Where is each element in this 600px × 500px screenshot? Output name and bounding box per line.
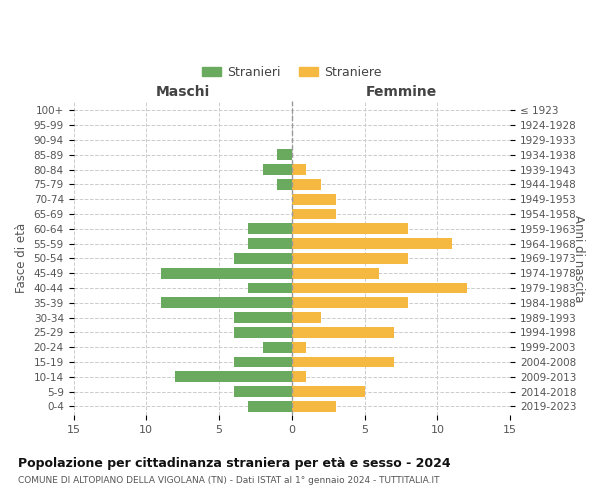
Bar	[248, 224, 292, 234]
Bar	[292, 268, 379, 278]
Bar	[263, 164, 292, 175]
Bar	[292, 194, 335, 204]
Bar	[292, 312, 321, 323]
Text: Femmine: Femmine	[365, 86, 437, 100]
Bar	[233, 312, 292, 323]
Bar	[277, 179, 292, 190]
Bar	[277, 150, 292, 160]
Legend: Stranieri, Straniere: Stranieri, Straniere	[197, 60, 387, 84]
Bar	[292, 356, 394, 368]
Bar	[292, 342, 307, 352]
Bar	[175, 372, 292, 382]
Bar	[292, 372, 307, 382]
Bar	[263, 342, 292, 352]
Bar	[233, 327, 292, 338]
Bar	[248, 238, 292, 249]
Bar	[292, 386, 365, 397]
Bar	[292, 282, 467, 294]
Bar	[161, 298, 292, 308]
Bar	[292, 238, 452, 249]
Bar	[292, 401, 335, 411]
Y-axis label: Fasce di età: Fasce di età	[15, 224, 28, 294]
Bar	[248, 282, 292, 294]
Bar	[161, 268, 292, 278]
Text: Maschi: Maschi	[155, 86, 210, 100]
Bar	[248, 401, 292, 411]
Bar	[292, 327, 394, 338]
Bar	[292, 208, 335, 220]
Text: COMUNE DI ALTOPIANO DELLA VIGOLANA (TN) - Dati ISTAT al 1° gennaio 2024 - TUTTIT: COMUNE DI ALTOPIANO DELLA VIGOLANA (TN) …	[18, 476, 439, 485]
Bar	[292, 179, 321, 190]
Text: Popolazione per cittadinanza straniera per età e sesso - 2024: Popolazione per cittadinanza straniera p…	[18, 458, 451, 470]
Y-axis label: Anni di nascita: Anni di nascita	[572, 214, 585, 302]
Bar	[292, 253, 409, 264]
Bar	[233, 356, 292, 368]
Bar	[292, 164, 307, 175]
Bar	[292, 298, 409, 308]
Bar	[233, 253, 292, 264]
Bar	[292, 224, 409, 234]
Bar	[233, 386, 292, 397]
